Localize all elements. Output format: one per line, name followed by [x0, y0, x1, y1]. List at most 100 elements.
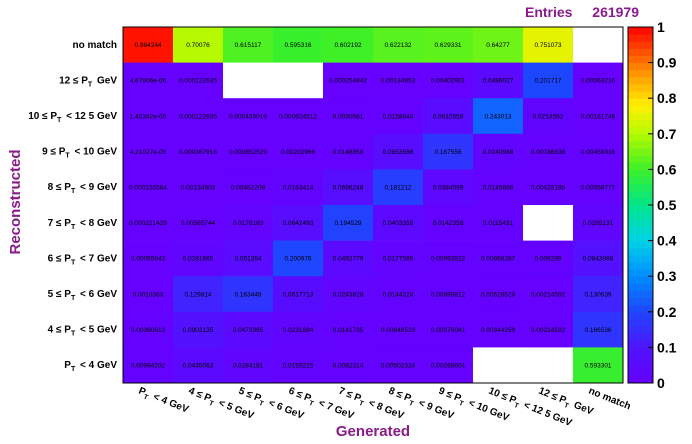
color-bar-segment — [628, 55, 653, 64]
cell-value-label: 0.00993822 — [431, 256, 466, 263]
cell-value-label: 4.21027e-05 — [130, 149, 167, 156]
heatmap-cell — [223, 98, 274, 135]
color-bar-segment — [628, 162, 653, 170]
heatmap-cell — [523, 205, 574, 241]
cell-value-label: 0.0163414 — [283, 185, 314, 192]
heatmap-cell — [273, 276, 324, 313]
cell-value-label: 0.00868287 — [481, 256, 516, 263]
heatmap-cell — [573, 205, 624, 241]
cell-value-label: 0.194529 — [334, 220, 361, 227]
cell-value-label: 0.0145868 — [483, 185, 514, 192]
heatmap-cell — [123, 347, 174, 384]
heatmap-cell — [223, 169, 274, 206]
heatmap-cell — [173, 276, 224, 313]
y-tick-label: PT < 4 GeV — [64, 360, 117, 373]
heatmap-cell — [223, 240, 274, 277]
cell-value-label: 0.0843988 — [583, 256, 614, 263]
heatmap-cell — [173, 347, 224, 384]
color-bar-segment — [628, 155, 653, 163]
heatmap-cell — [373, 311, 424, 348]
cell-value-label: 0.00994202 — [131, 363, 166, 370]
heatmap-cell — [173, 62, 224, 99]
heatmap-cell — [573, 27, 624, 63]
cell-value-label: 0.243013 — [484, 113, 511, 120]
cell-value-label: 0.0018363 — [133, 291, 164, 298]
cell-value-label: 0.0403359 — [383, 220, 414, 227]
cell-value-label: 0.000254842 — [329, 78, 367, 85]
heatmap-cell — [573, 240, 624, 277]
color-bar-segment — [628, 148, 653, 156]
heatmap-cell — [273, 311, 324, 348]
heatmap-cell — [423, 27, 474, 63]
cell-value-label: 0.0142358 — [433, 220, 464, 227]
heatmap-cell — [473, 347, 524, 384]
color-bar-tick-label: 1 — [657, 19, 665, 35]
cell-value-label: 0.00055942 — [131, 256, 166, 263]
heatmap-cell — [223, 311, 274, 348]
heatmap-cell — [473, 205, 524, 241]
heatmap-cell — [123, 98, 174, 135]
color-bar-segment — [628, 119, 653, 128]
cell-value-label: 0.130639 — [584, 291, 611, 298]
cell-value-label: 0.0903135 — [183, 327, 214, 334]
heatmap-cell — [323, 347, 374, 384]
cell-value-label: 0.0610558 — [433, 113, 464, 120]
color-bar-segment — [628, 48, 653, 56]
heatmap-cell — [273, 27, 324, 63]
cell-value-label: 0.166536 — [584, 327, 611, 334]
heatmap-cell — [523, 240, 574, 277]
heatmap-cell — [473, 133, 524, 170]
heatmap-cell — [523, 169, 574, 206]
color-bar-tick-label: 0.1 — [657, 339, 677, 355]
cell-value-label: 0.00502324 — [381, 363, 416, 370]
heatmap-cell — [123, 169, 174, 206]
heatmap-cell — [223, 347, 274, 384]
cell-value-label: 0.70076 — [186, 42, 210, 49]
heatmap-cell — [223, 133, 274, 170]
y-tick-label: 10 ≤ PT < 12 5 GeV — [28, 111, 117, 124]
heatmap-cell — [173, 133, 224, 170]
heatmap-cell — [173, 311, 224, 348]
stats-entries-label: Entries — [525, 4, 573, 20]
color-bar-segment — [628, 361, 653, 370]
heatmap-cell — [123, 311, 174, 348]
cell-value-label: 0.593301 — [584, 363, 611, 370]
heatmap-cell — [173, 240, 224, 277]
color-bar-segment — [628, 269, 653, 277]
color-bar-tick-label: 0.7 — [657, 126, 677, 142]
cell-value-label: 0.0617713 — [283, 291, 314, 298]
heatmap-cell — [323, 240, 374, 277]
cell-value-label: 0.000435019 — [229, 113, 267, 120]
heatmap-cell — [273, 98, 324, 135]
heatmap-cell — [373, 27, 424, 63]
cell-value-label: 0.0214592 — [533, 113, 564, 120]
cell-value-label: 0.984244 — [134, 42, 161, 49]
color-bar-segment — [628, 254, 653, 263]
cell-value-label: 0.00161746 — [581, 113, 616, 120]
y-tick-label: 4 ≤ PT < 5 GeV — [48, 325, 118, 338]
y-tick-labels: no match 12 ≤ PT GeV 10 ≤ PT < 12 5 GeV 9 ≤… — [28, 40, 117, 373]
cell-value-label: 0.0158644 — [383, 113, 414, 120]
heatmap-cell — [173, 27, 224, 63]
heatmap-cell — [323, 205, 374, 241]
heatmap-cell — [373, 347, 424, 384]
heatmap-cell — [173, 98, 224, 135]
heatmap-cell — [123, 27, 174, 63]
heatmap-cell — [273, 62, 324, 99]
cell-value-label: 0.00402901 — [431, 78, 466, 85]
cell-value-label: 0.64277 — [486, 42, 510, 49]
cell-value-label: 0.00958777 — [581, 185, 616, 192]
heatmap-cell — [373, 276, 424, 313]
heatmap-cell — [273, 205, 324, 241]
cell-value-label: 0.163448 — [234, 291, 261, 298]
heatmap-cell — [323, 98, 374, 135]
color-bar-segment — [628, 190, 653, 199]
cell-value-label: 0.000652529 — [229, 149, 267, 156]
cell-value-label: 0.0141735 — [333, 327, 364, 334]
cell-value-label: 0.00458316 — [581, 149, 616, 156]
heatmap-cell — [523, 347, 574, 384]
cell-value-label: 0.00360613 — [131, 327, 166, 334]
heatmap-cell — [423, 240, 474, 277]
heatmap-cell — [573, 311, 624, 348]
cell-value-label: 0.00344259 — [481, 327, 516, 334]
